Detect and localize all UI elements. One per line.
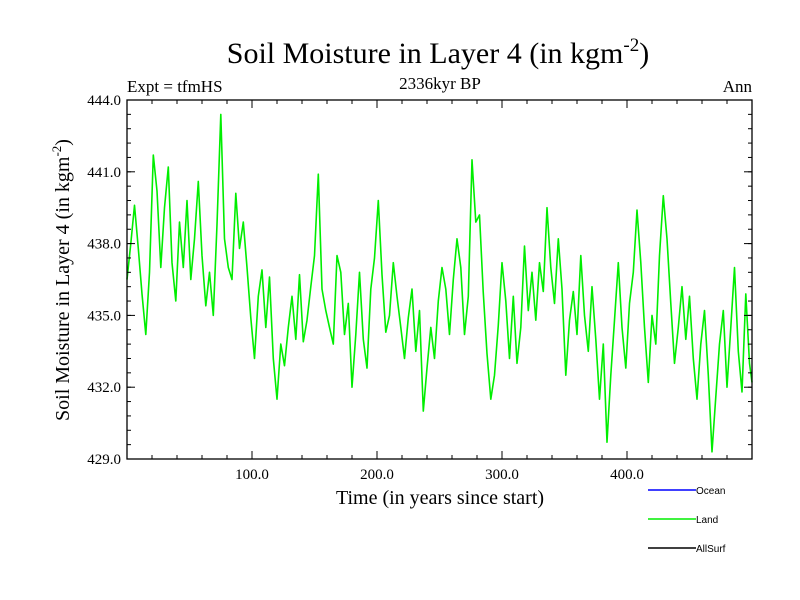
x-tick-label: 400.0	[610, 467, 644, 483]
x-tick-label: 200.0	[360, 467, 394, 483]
y-tick-label: 429.0	[87, 452, 121, 468]
legend-label-allsurf: AllSurf	[696, 544, 726, 555]
y-tick-label: 438.0	[87, 237, 121, 253]
plot-frame	[126, 99, 753, 460]
y-tick-label: 432.0	[87, 380, 121, 396]
land-series-line	[126, 113, 753, 453]
y-tick-label: 444.0	[87, 93, 121, 109]
season-label: Ann	[723, 77, 753, 96]
legend: Ocean Land AllSurf	[648, 486, 726, 555]
chart-title: Soil Moisture in Layer 4 (in kgm-2)	[227, 35, 649, 70]
y-axis-label: Soil Moisture in Layer 4 (in kgm-2)	[49, 139, 74, 421]
x-axis-label: Time (in years since start)	[336, 487, 544, 509]
y-tick-label: 435.0	[87, 308, 121, 324]
axis-ticks: 100.0 200.0 300.0 400.0 429.0 432.0 435.0 438.0…	[87, 93, 752, 483]
legend-label-land: Land	[696, 515, 718, 526]
experiment-label: Expt = tfmHS	[127, 77, 223, 96]
chart-subtitle: 2336kyr BP	[399, 74, 481, 93]
y-tick-label: 441.0	[87, 165, 121, 181]
x-tick-label: 300.0	[485, 467, 519, 483]
x-tick-label: 100.0	[235, 467, 269, 483]
legend-label-ocean: Ocean	[696, 486, 725, 497]
